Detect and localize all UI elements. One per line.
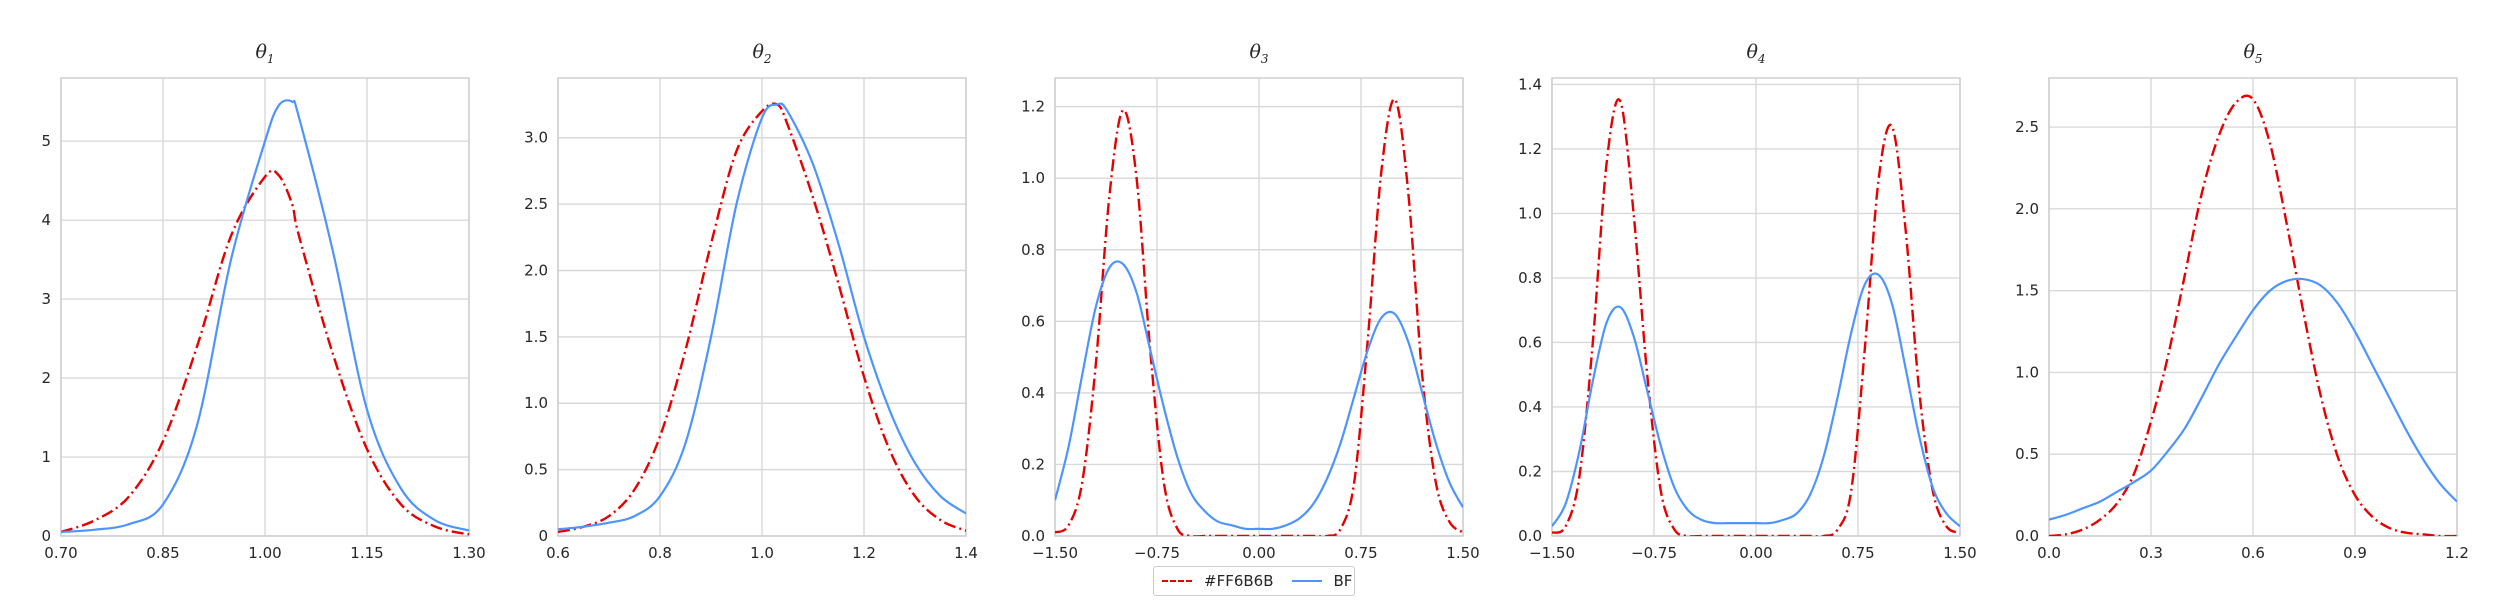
series-line-a [2049, 94, 2457, 536]
series-line-b [1055, 260, 1463, 531]
x-tick-label: 1.0 [750, 544, 774, 562]
panel-4: −1.50 −0.75 0.00 0.75 1.50 0.0 0.2 0.4 0.6 0.8 1.0… [1518, 41, 1977, 562]
y-tick-label: 0.8 [1021, 241, 1045, 259]
x-tick-label: 1.2 [852, 544, 876, 562]
y-tick-label: 1.2 [1021, 98, 1045, 116]
y-tick-label: 1.0 [524, 394, 548, 412]
y-tick-label: 0.4 [1021, 384, 1045, 402]
y-tick-label: 0.2 [1518, 462, 1542, 480]
y-tick-label: 0.2 [1021, 455, 1045, 473]
y-tick-label: 1.4 [1518, 75, 1542, 93]
y-tick-label: 1.0 [1021, 169, 1045, 187]
x-tick-label: −1.50 [1032, 544, 1078, 562]
x-tick-label: 1.50 [1446, 544, 1479, 562]
y-tick-label: 1.5 [2015, 282, 2039, 300]
y-tick-label: 5 [41, 132, 51, 150]
x-tick-label: 0.0 [2037, 544, 2061, 562]
panel-title: θ3 [1249, 41, 1268, 66]
plot-frame [60, 77, 470, 537]
x-tick-label: 1.15 [350, 544, 383, 562]
x-tick-label: 0.3 [2139, 544, 2163, 562]
y-tick-label: 0.5 [2015, 445, 2039, 463]
x-tick-label: 1.30 [452, 544, 485, 562]
y-tick-label: 3.0 [524, 129, 548, 147]
plot-frame [557, 77, 967, 537]
y-tick-label: 1.0 [2015, 363, 2039, 381]
legend-label-series-a: #FF6B6B [1204, 572, 1274, 590]
y-tick-label: 0 [538, 527, 548, 545]
panel-5: 0.0 0.3 0.6 0.9 1.2 0.0 0.5 1.0 1.5 2.0 2.5 θ5 [2015, 41, 2469, 562]
y-tick-label: 0.0 [2015, 527, 2039, 545]
x-tick-label: 1.00 [248, 544, 281, 562]
series-line-b [1552, 272, 1960, 528]
y-tick-label: 0.5 [524, 461, 548, 479]
x-tick-label: 0.75 [1841, 544, 1874, 562]
x-tick-label: 0.00 [1242, 544, 1275, 562]
panel-title: θ1 [255, 41, 274, 66]
x-tick-label: −1.50 [1529, 544, 1575, 562]
y-tick-label: 1 [41, 448, 51, 466]
panel-3: −1.50 −0.75 0.00 0.75 1.50 0.0 0.2 0.4 0.6 0.8 1.0… [1021, 41, 1480, 562]
y-tick-label: 2.5 [2015, 118, 2039, 136]
panel-title: θ2 [752, 41, 771, 66]
x-tick-label: 0.6 [2241, 544, 2265, 562]
x-tick-label: 0.00 [1739, 544, 1772, 562]
series-line-b [61, 99, 469, 534]
y-tick-label: 2.0 [2015, 200, 2039, 218]
y-tick-label: 1.5 [524, 328, 548, 346]
y-tick-label: 0.0 [1518, 527, 1542, 545]
panel-title: θ4 [1746, 41, 1765, 66]
series-line-a [1552, 98, 1960, 536]
legend-item-series-a: #FF6B6B [1162, 572, 1274, 590]
series-line-a [61, 169, 469, 536]
x-tick-label: 0.75 [1344, 544, 1377, 562]
y-tick-label: 0.8 [1518, 269, 1542, 287]
series-line-b [2049, 277, 2457, 521]
y-tick-label: 0.6 [1021, 312, 1045, 330]
plot-frame [1054, 77, 1464, 537]
y-tick-label: 0 [41, 527, 51, 545]
x-tick-label: 1.4 [954, 544, 978, 562]
panel-title: θ5 [2243, 41, 2262, 66]
legend-item-series-b: BF [1291, 572, 1353, 590]
x-tick-label: 0.9 [2343, 544, 2367, 562]
x-tick-label: 0.70 [44, 544, 77, 562]
x-tick-label: 0.8 [648, 544, 672, 562]
y-tick-label: 2.5 [524, 195, 548, 213]
x-tick-label: 1.50 [1943, 544, 1976, 562]
legend-swatch-series-b [1291, 580, 1322, 582]
x-tick-label: 0.6 [546, 544, 570, 562]
y-tick-label: 4 [41, 211, 51, 229]
panel-2: 0.6 0.8 1.0 1.2 1.4 0 0.5 1.0 1.5 2.0 2.5 3.0 θ2 [524, 41, 978, 562]
series-line-a [1055, 98, 1463, 536]
series-line-b [558, 102, 966, 531]
x-tick-label: 0.85 [146, 544, 179, 562]
y-tick-label: 2.0 [524, 261, 548, 279]
panel-1: 0.70 0.85 1.00 1.15 1.30 0 1 2 3 4 5 θ1 [41, 41, 485, 562]
y-tick-label: 1.2 [1518, 140, 1542, 158]
plot-frame [2048, 77, 2458, 537]
y-tick-label: 1.0 [1518, 204, 1542, 222]
legend-label-series-b: BF [1333, 572, 1353, 590]
y-tick-label: 3 [41, 290, 51, 308]
y-tick-label: 2 [41, 369, 51, 387]
x-tick-label: −0.75 [1134, 544, 1180, 562]
y-tick-label: 0.4 [1518, 398, 1542, 416]
legend: #FF6B6B BF [1153, 566, 1355, 596]
y-tick-label: 0.0 [1021, 527, 1045, 545]
x-tick-label: 1.2 [2445, 544, 2469, 562]
series-line-a [558, 102, 966, 534]
y-tick-label: 0.6 [1518, 333, 1542, 351]
legend-swatch-series-a [1162, 580, 1192, 582]
x-tick-label: −0.75 [1631, 544, 1677, 562]
